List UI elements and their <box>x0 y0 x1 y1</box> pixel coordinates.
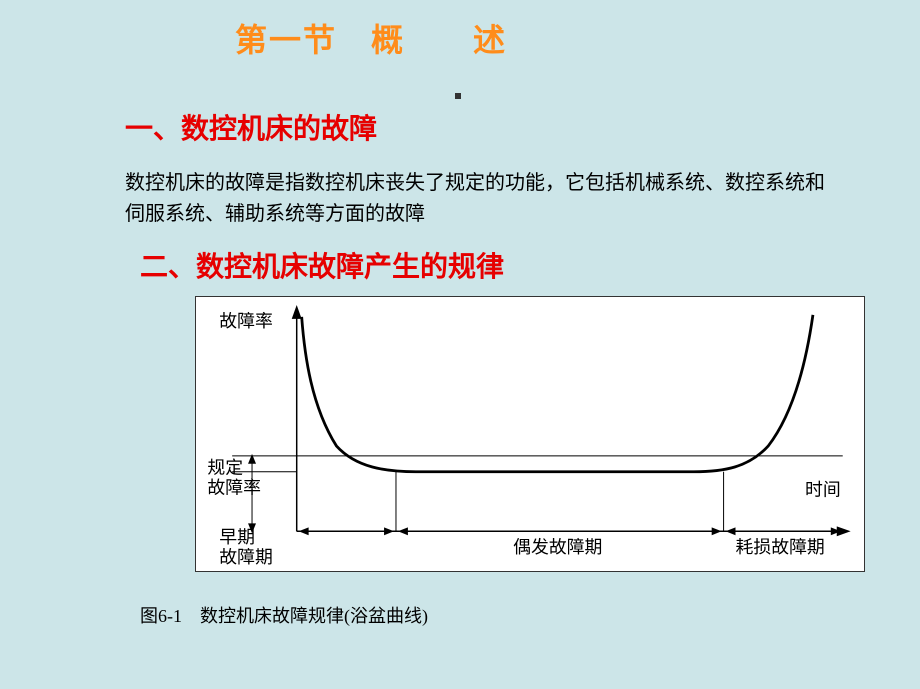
phase1-label-1: 早期 <box>219 527 255 547</box>
figure-caption: 图6-1 数控机床故障规律(浴盆曲线) <box>140 602 428 628</box>
phase2-arrow-right <box>712 527 722 535</box>
x-axis-label: 时间 <box>805 480 841 500</box>
heading-2: 二、数控机床故障产生的规律 <box>140 245 504 285</box>
paragraph-text: 数控机床的故障是指数控机床丧失了规定的功能，它包括机械系统、数控系统和伺服系统、… <box>125 168 825 230</box>
phase3-arrow-left <box>726 527 736 535</box>
specified-rate-label-2: 故障率 <box>207 478 261 498</box>
phase1-label-2: 故障期 <box>219 547 273 567</box>
y-axis-arrow <box>292 305 302 319</box>
x-axis-arrow <box>837 526 851 536</box>
phase3-label: 耗损故障期 <box>736 537 825 557</box>
specified-rate-label-1: 规定 <box>207 458 243 478</box>
chart-svg: 故障率 时间 规定 故障率 早期 故障期 偶发故障期 耗损故障期 <box>196 297 864 571</box>
phase1-arrow-left <box>299 527 309 535</box>
phase1-arrow-right <box>384 527 394 535</box>
heading-1: 一、数控机床的故障 <box>125 107 377 147</box>
y-axis-label: 故障率 <box>219 311 273 331</box>
phase2-label: 偶发故障期 <box>513 537 602 557</box>
section-title: 第一节 概 述 <box>235 15 507 61</box>
bathtub-curve-chart: 故障率 时间 规定 故障率 早期 故障期 偶发故障期 耗损故障期 <box>195 296 865 572</box>
phase2-arrow-left <box>398 527 408 535</box>
bathtub-curve <box>302 315 813 472</box>
decorative-dot <box>455 93 461 99</box>
